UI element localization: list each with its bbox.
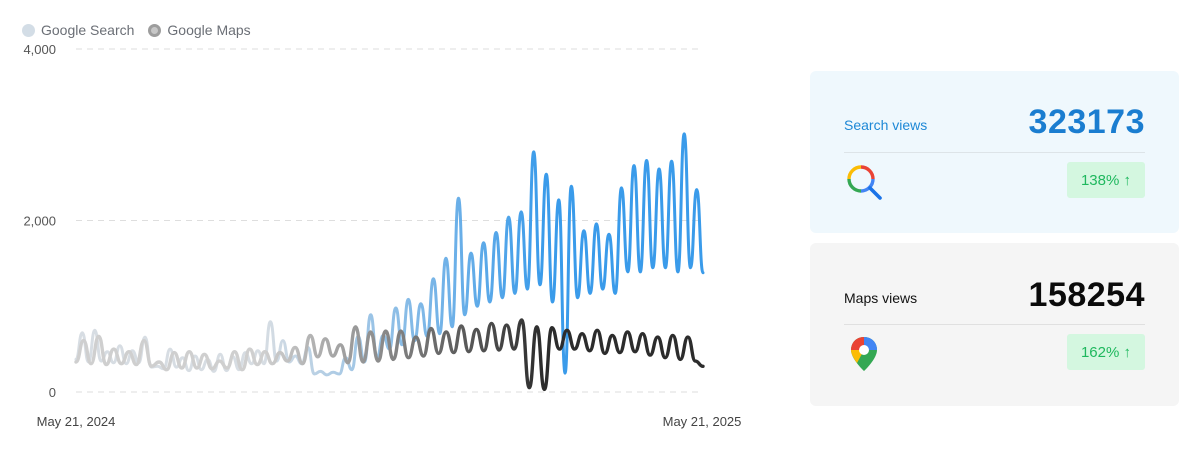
series-line-google-search — [74, 132, 705, 377]
legend-label-maps: Google Maps — [167, 22, 251, 38]
y-tick-label: 2,000 — [23, 214, 56, 229]
series-line-google-maps — [74, 318, 705, 392]
chart-legend: Google Search Google Maps — [22, 22, 251, 38]
legend-item-google-search[interactable]: Google Search — [22, 22, 134, 38]
maps-change-badge: 162% ↑ — [1066, 334, 1145, 370]
card-divider — [844, 152, 1145, 153]
views-chart: 0 2,000 4,000 May 21, 2024 May 21, 2025 — [23, 42, 742, 429]
y-tick-label: 0 — [49, 385, 56, 400]
y-tick-label: 4,000 — [23, 42, 56, 57]
search-views-card: Search views 323173 138% ↑ — [810, 71, 1179, 233]
x-tick-label: May 21, 2024 — [37, 414, 116, 429]
legend-label-search: Google Search — [41, 22, 135, 38]
search-change-badge: 138% ↑ — [1066, 162, 1145, 198]
maps-views-label: Maps views — [844, 290, 918, 306]
card-divider — [844, 324, 1145, 325]
maps-views-value: 158254 — [1028, 276, 1145, 314]
search-views-label: Search views — [844, 117, 928, 133]
map-pin-icon — [851, 337, 877, 371]
search-views-value: 323173 — [1028, 103, 1145, 141]
legend-dot-search — [22, 23, 35, 37]
legend-dot-maps — [148, 23, 162, 37]
magnifier-icon — [847, 165, 882, 200]
maps-views-card: Maps views 158254 162% ↑ — [810, 243, 1179, 406]
legend-item-google-maps[interactable]: Google Maps — [148, 22, 251, 38]
x-tick-label: May 21, 2025 — [663, 414, 742, 429]
